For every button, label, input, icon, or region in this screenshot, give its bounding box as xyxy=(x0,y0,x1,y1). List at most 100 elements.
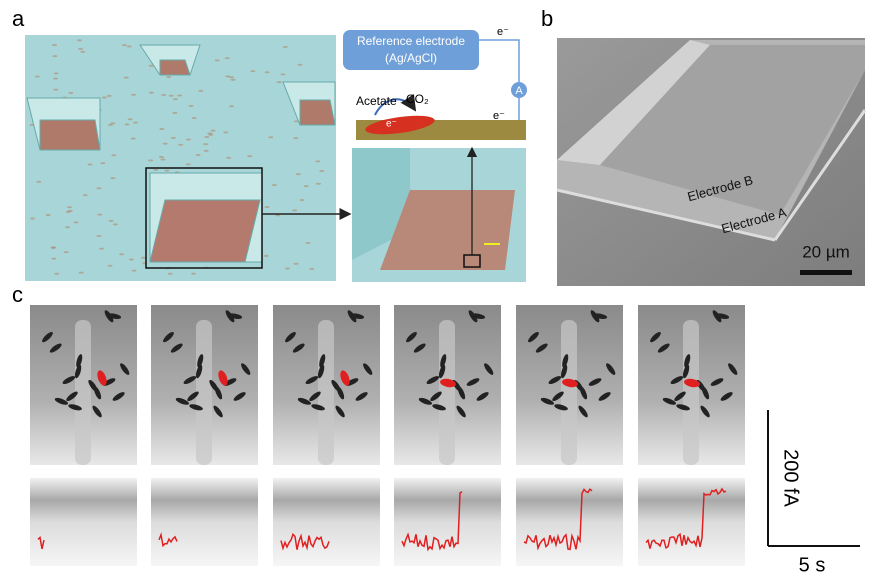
bacterium xyxy=(315,160,320,162)
label: Reference electrode xyxy=(357,34,465,48)
scale-label: 200 fA xyxy=(780,449,802,507)
bacterium xyxy=(79,272,84,274)
bacterium xyxy=(36,181,41,183)
bacterium xyxy=(35,75,40,77)
scale-label: 20 µm xyxy=(802,242,850,261)
bacterium xyxy=(54,72,59,74)
bacterium xyxy=(132,270,137,272)
bacterium xyxy=(168,273,173,275)
bacterium xyxy=(293,137,298,139)
bacterium xyxy=(110,122,115,124)
bacterium xyxy=(309,268,314,270)
bacterium xyxy=(108,265,113,267)
bacterium xyxy=(124,77,129,79)
label: e⁻ xyxy=(497,26,509,38)
bacterium xyxy=(203,143,208,145)
bacterium xyxy=(191,273,196,275)
bacterium xyxy=(161,94,166,96)
bacterium xyxy=(153,169,158,171)
bacterium xyxy=(110,177,115,179)
micrograph xyxy=(638,478,745,566)
bacterium xyxy=(83,194,88,196)
bacterium xyxy=(68,92,73,94)
label: e⁻ xyxy=(386,119,397,130)
bacterium xyxy=(102,97,107,99)
bacterium xyxy=(264,255,269,257)
panel-label: a xyxy=(12,6,25,31)
bacterium xyxy=(296,173,301,175)
bacterium xyxy=(207,132,212,134)
bacterium xyxy=(129,259,134,261)
bacterium xyxy=(111,154,116,156)
bacterium xyxy=(68,210,73,212)
label: A xyxy=(515,85,523,97)
bacterium xyxy=(211,130,216,132)
bacterium xyxy=(30,217,35,219)
bacterium xyxy=(148,159,153,161)
bacterium xyxy=(119,253,124,255)
bacterium xyxy=(99,248,104,250)
bacterium xyxy=(186,138,191,140)
bacterium xyxy=(88,164,93,166)
bacterium xyxy=(163,143,168,145)
bacterium xyxy=(231,79,236,81)
bacterium xyxy=(51,258,56,260)
bacterium xyxy=(52,44,57,46)
bacterium xyxy=(189,105,194,107)
bacterium xyxy=(109,220,114,222)
frames xyxy=(30,305,745,566)
bacterium xyxy=(304,185,309,187)
bacterium xyxy=(204,150,209,152)
bacterium xyxy=(265,206,270,208)
bacterium xyxy=(298,64,303,66)
bacterium xyxy=(52,55,57,57)
bacterium xyxy=(53,77,58,79)
wire xyxy=(479,40,519,82)
bacterium xyxy=(133,122,138,124)
bacterium xyxy=(166,76,171,78)
micrograph xyxy=(273,478,380,566)
scale-label: 5 s xyxy=(799,554,826,576)
bacterium xyxy=(285,268,290,270)
bacterium xyxy=(178,144,183,146)
bacterium xyxy=(78,48,83,50)
bacterium xyxy=(159,128,164,130)
micrograph xyxy=(30,478,137,566)
bacterium xyxy=(141,257,146,259)
bacterium xyxy=(173,98,178,100)
bacterium xyxy=(294,263,299,265)
bacterium xyxy=(226,157,231,159)
bacterium xyxy=(149,92,154,94)
bacterium xyxy=(77,39,82,41)
bacterium xyxy=(192,117,197,119)
bacterium xyxy=(277,81,282,83)
bacterium xyxy=(96,187,101,189)
bacterium xyxy=(172,112,177,114)
bacterium xyxy=(272,184,277,186)
bacterium xyxy=(97,214,102,216)
bacterium xyxy=(223,131,228,133)
micrograph xyxy=(394,478,501,566)
bacterium xyxy=(177,94,182,96)
panel-label: b xyxy=(541,6,553,31)
bacterium xyxy=(247,155,252,157)
bacterium xyxy=(186,163,191,165)
bacterium xyxy=(306,242,311,244)
bacterium xyxy=(171,137,176,139)
bacterium xyxy=(131,94,136,96)
bacterium xyxy=(164,170,169,172)
bacterium xyxy=(225,57,230,59)
scale-bar xyxy=(800,270,852,275)
bacterium xyxy=(283,46,288,48)
bacterium xyxy=(74,221,79,223)
bacterium xyxy=(204,136,209,138)
bacterium xyxy=(67,206,72,208)
bacterium xyxy=(292,209,297,211)
bacterium xyxy=(107,95,112,97)
bacterium xyxy=(127,45,132,47)
bacterium xyxy=(265,71,270,73)
micrograph xyxy=(516,478,623,566)
bacterium xyxy=(125,123,130,125)
bacterium xyxy=(128,118,133,120)
bacterium xyxy=(64,251,69,253)
